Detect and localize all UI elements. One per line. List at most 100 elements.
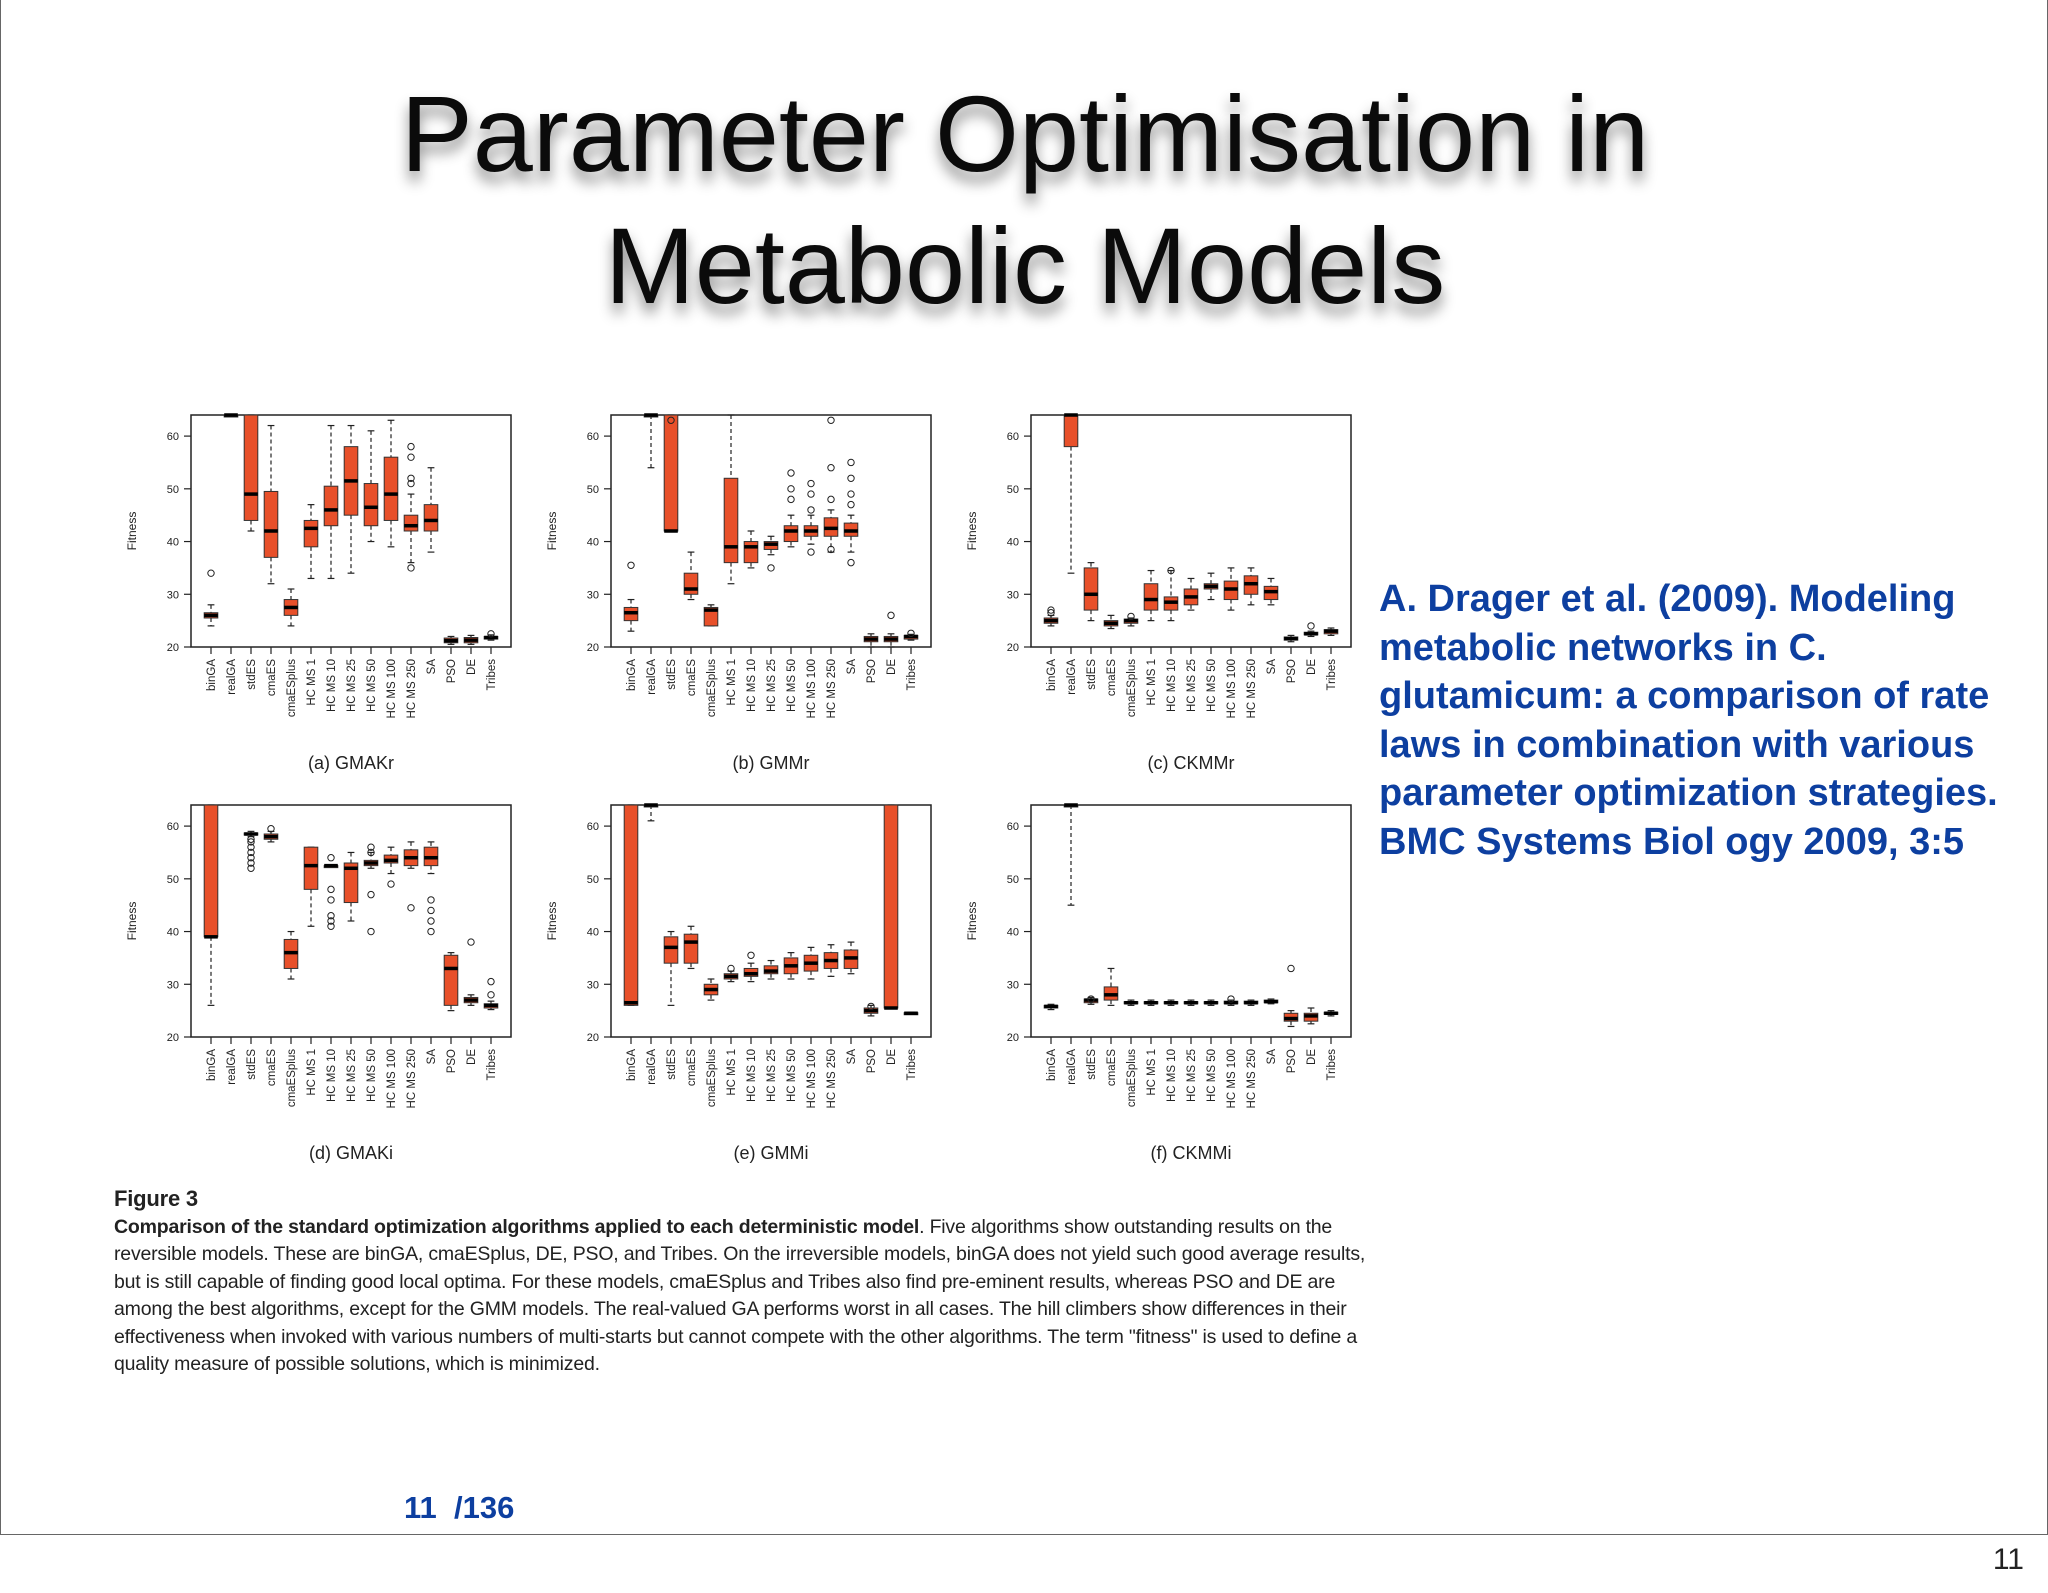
x-tick-label: cmaESplus (706, 659, 718, 717)
plot-frame (610, 804, 932, 1038)
x-tick-label: binGA (1046, 659, 1058, 691)
chart-panel-2: 20 30 40 50 60 Fitness binGA realGA stdES cmaES cm… (545, 413, 932, 773)
x-tick-label: PSO (446, 1049, 458, 1073)
x-tick-label: HC MS 250 (406, 1049, 418, 1108)
x-tick-label: DE (1306, 659, 1318, 675)
box-hc-ms-25 (343, 862, 359, 904)
x-tick-label: HC MS 10 (1166, 659, 1178, 712)
x-tick-label: SA (426, 659, 438, 675)
x-tick-label: HC MS 50 (1206, 1049, 1218, 1102)
outlier-point (767, 564, 775, 572)
y-tick-label: 20 (587, 1032, 599, 1044)
outlier-point (907, 629, 915, 637)
outlier-point (1047, 606, 1055, 614)
outlier-point (247, 854, 255, 862)
x-tick-label: HC MS 50 (786, 1049, 798, 1102)
box-hc-ms-10 (743, 541, 759, 564)
x-tick-label: HC MS 1 (306, 1049, 318, 1096)
x-tick-label: Tribes (486, 1049, 498, 1081)
x-tick-label: HC MS 100 (386, 1049, 398, 1108)
x-tick-label: HC MS 25 (766, 1049, 778, 1102)
outlier-point (427, 906, 435, 915)
outlier-point (787, 485, 795, 493)
x-tick-label: SA (846, 1049, 858, 1065)
box-hc-ms-250 (403, 514, 419, 532)
citation-text: A. Drager et al. (2009). Modeling metabo… (1379, 578, 1998, 863)
outlier-point (1047, 609, 1055, 617)
chart-title: (c) CKMMr (1148, 753, 1235, 773)
x-tick-label: HC MS 100 (1226, 1049, 1238, 1108)
outlier-point (827, 495, 835, 504)
y-tick-label: 20 (167, 642, 179, 654)
outlier-point (267, 825, 275, 833)
y-tick-label: 20 (1007, 642, 1019, 654)
y-tick-label: 40 (1007, 537, 1019, 549)
x-tick-label: cmaESplus (1126, 1049, 1138, 1107)
outlier-point (1287, 964, 1295, 973)
outlier-point (807, 506, 815, 514)
x-tick-label: cmaESplus (706, 1049, 718, 1107)
outlier-point (847, 474, 855, 482)
y-tick-label: 30 (167, 979, 179, 991)
y-tick-label: 60 (1007, 821, 1019, 833)
y-axis-label: Fitness (545, 902, 559, 941)
y-tick-label: 30 (587, 979, 599, 991)
y-tick-label: 50 (167, 874, 179, 886)
y-axis-label: Fitness (965, 902, 979, 941)
y-tick-label: 40 (167, 537, 179, 549)
box-pso (443, 954, 459, 1006)
x-tick-label: cmaES (266, 659, 278, 696)
outlier-point (1167, 566, 1175, 575)
outlier-point (847, 458, 855, 467)
x-tick-label: Tribes (1326, 1049, 1338, 1081)
outlier-point (807, 490, 815, 498)
x-tick-label: cmaES (1106, 1049, 1118, 1086)
outlier-point (327, 912, 335, 920)
box-hc-ms-10 (323, 485, 339, 527)
x-tick-label: HC MS 25 (1186, 659, 1198, 712)
outlier-point (627, 561, 635, 569)
y-tick-label: 30 (1007, 589, 1019, 601)
outlier-point (867, 1002, 875, 1011)
outlier-point (407, 904, 415, 912)
x-tick-label: HC MS 250 (1246, 1049, 1258, 1108)
x-tick-label: HC MS 10 (746, 1049, 758, 1102)
x-tick-label: PSO (1286, 659, 1298, 683)
box-stdes (1083, 567, 1099, 611)
outlier-point (807, 548, 815, 556)
box-hc-ms-1 (303, 846, 319, 890)
x-tick-label: realGA (1066, 659, 1078, 695)
outlier-point (427, 917, 435, 925)
plot-frame (610, 414, 932, 648)
x-tick-label: DE (886, 659, 898, 675)
y-tick-label: 60 (587, 821, 599, 833)
outlier-point (727, 964, 735, 973)
figure-caption-body: . Five algorithms show outstanding resul… (114, 1215, 1366, 1376)
box-hc-ms-100 (383, 456, 399, 521)
outlier-point (367, 843, 375, 851)
x-tick-label: HC MS 1 (726, 1049, 738, 1096)
y-axis-label: Fitness (545, 512, 559, 551)
outlier-point (247, 838, 255, 846)
outlier-point (327, 896, 335, 904)
x-tick-label: SA (426, 1049, 438, 1065)
chart-panel-4: 20 30 40 50 60 Fitness binGA realGA stdES cmaES cm… (125, 804, 512, 1163)
x-tick-label: Tribes (1326, 659, 1338, 691)
x-tick-label: binGA (1046, 1049, 1058, 1081)
x-tick-label: HC MS 100 (386, 659, 398, 718)
outlier-point (247, 843, 255, 851)
x-tick-label: SA (1266, 659, 1278, 675)
outlier-point (407, 442, 415, 451)
y-axis-label: Fitness (965, 512, 979, 551)
outlier-point (387, 880, 395, 888)
slide-frame: Parameter Optimisation in Metabolic Mode… (0, 0, 2048, 1535)
outlier-point (827, 545, 835, 554)
chart-title: (f) CKMMi (1151, 1143, 1232, 1163)
slide-title-line-2: Metabolic Models (604, 205, 1446, 326)
y-axis-label: Fitness (125, 512, 139, 551)
y-tick-label: 40 (1007, 927, 1019, 939)
outlier-point (327, 917, 335, 925)
outlier-point (367, 848, 375, 857)
outlier-point (467, 938, 475, 946)
chart-title: (d) GMAKi (309, 1143, 393, 1163)
